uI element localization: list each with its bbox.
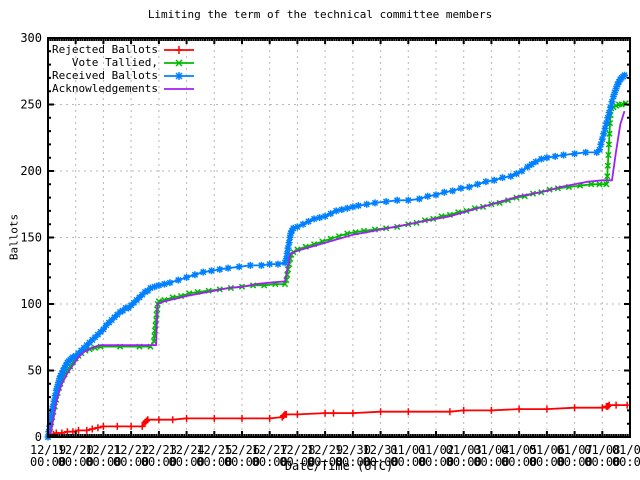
x-tick-label-time: 00:00 — [612, 455, 640, 469]
series-line-2 — [47, 74, 626, 438]
x-tick-label-time: 00:00 — [169, 455, 205, 469]
x-tick-label-date: 12/31 — [363, 443, 399, 457]
x-tick-label-date: 12/25 — [196, 443, 232, 457]
x-tick-label-date: 01/06 — [529, 443, 565, 457]
x-tick-label-time: 00:00 — [196, 455, 232, 469]
x-tick-label-date: 12/23 — [141, 443, 177, 457]
x-tick-label-date: 12/29 — [307, 443, 343, 457]
y-tick-label: 50 — [28, 364, 42, 378]
x-tick-label-date: 01/09 — [612, 443, 640, 457]
x-tick-label-date: 01/05 — [501, 443, 537, 457]
x-tick-label-time: 00:00 — [279, 455, 315, 469]
legend-line-sample-rejected — [164, 45, 194, 54]
x-tick-label-time: 00:00 — [390, 455, 426, 469]
x-tick-label-date: 12/21 — [85, 443, 121, 457]
legend-label-vote-tallied: Vote Tallied, — [71, 56, 158, 69]
x-tick-label-time: 00:00 — [557, 455, 593, 469]
x-tick-label-date: 01/07 — [557, 443, 593, 457]
legend-item-rejected-ballots: Rejected Ballots — [50, 43, 195, 56]
legend-label-rejected-ballots: Rejected Ballots — [52, 43, 158, 56]
series-markers-1 — [44, 100, 629, 441]
x-tick-label-time: 00:00 — [418, 455, 454, 469]
x-tick-label-time: 00:00 — [307, 455, 343, 469]
x-tick-label-time: 00:00 — [446, 455, 482, 469]
x-tick-label-time: 00:00 — [252, 455, 288, 469]
legend-label-received-ballots: Received Ballots — [52, 69, 158, 82]
legend-line-sample-acknowledgements — [164, 87, 194, 90]
x-tick-label-date: 12/27 — [252, 443, 288, 457]
y-tick-label: 0 — [35, 430, 42, 444]
x-tick-label-time: 00:00 — [85, 455, 121, 469]
x-tick-label-date: 12/20 — [58, 443, 94, 457]
series-line-1 — [47, 102, 627, 438]
x-tick-label-time: 00:00 — [363, 455, 399, 469]
x-tick-label-date: 01/03 — [446, 443, 482, 457]
plot-border-and-ticks — [47, 37, 631, 438]
legend-label-acknowledgements: Acknowledgements — [52, 82, 158, 95]
x-tick-label-time: 00:00 — [584, 455, 620, 469]
x-tick-label-date: 12/24 — [169, 443, 205, 457]
legend: Rejected Ballots Vote Tallied, Received … — [50, 43, 195, 95]
x-tick-label-date: 01/02 — [418, 443, 454, 457]
x-tick-label-time: 00:00 — [335, 455, 371, 469]
y-tick-label: 300 — [20, 31, 42, 45]
series-line-3 — [47, 110, 626, 438]
chart-title: Limiting the term of the technical commi… — [147, 8, 493, 21]
legend-item-vote-tallied: Vote Tallied, — [50, 56, 195, 69]
grid-lines — [48, 38, 630, 437]
x-tick-label-time: 00:00 — [141, 455, 177, 469]
y-tick-label: 250 — [20, 98, 42, 112]
x-tick-label-time: 00:00 — [501, 455, 537, 469]
x-tick-label-date: 12/26 — [224, 443, 260, 457]
y-tick-label: 100 — [20, 297, 42, 311]
x-axis-label: Date/Time (UTC) — [284, 459, 394, 473]
series-markers-2 — [44, 71, 628, 441]
series-line-0 — [48, 404, 628, 437]
x-tick-label-time: 00:00 — [224, 455, 260, 469]
legend-item-acknowledgements: Acknowledgements — [50, 82, 195, 95]
x-tick-label-date: 01/01 — [390, 443, 426, 457]
y-tick-label: 150 — [20, 231, 42, 245]
series-markers-0 — [45, 401, 631, 440]
x-tick-label-time: 00:00 — [113, 455, 149, 469]
x-tick-label-date: 01/08 — [584, 443, 620, 457]
x-tick-label-time: 00:00 — [529, 455, 565, 469]
x-tick-label-date: 01/04 — [473, 443, 509, 457]
y-tick-label: 200 — [20, 164, 42, 178]
y-axis-label: Ballots — [7, 213, 21, 261]
x-tick-label-date: 12/22 — [113, 443, 149, 457]
x-tick-label-time: 00:00 — [58, 455, 94, 469]
x-tick-label-time: 00:00 — [30, 455, 66, 469]
x-tick-label-date: 12/19 — [30, 443, 66, 457]
x-tick-label-time: 00:00 — [473, 455, 509, 469]
legend-line-sample-received — [164, 71, 194, 80]
legend-line-sample-tallied — [164, 58, 194, 67]
x-tick-label-date: 12/30 — [335, 443, 371, 457]
x-tick-label-date: 12/28 — [279, 443, 315, 457]
legend-item-received-ballots: Received Ballots — [50, 69, 195, 82]
